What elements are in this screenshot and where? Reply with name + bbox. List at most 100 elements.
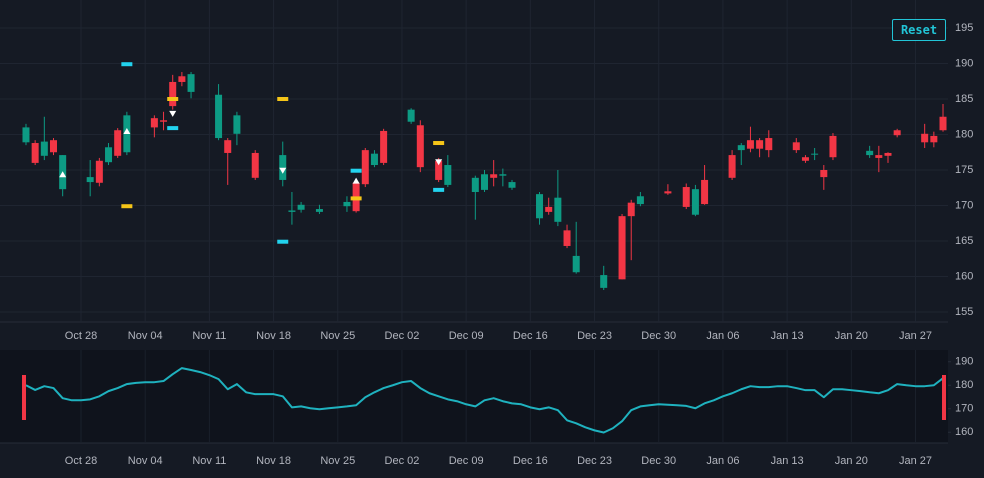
candle-body — [160, 120, 168, 122]
candle-body — [801, 157, 809, 161]
signal-marker — [123, 127, 131, 134]
x-tick-label: Nov 11 — [192, 455, 226, 467]
y-tick-label: 175 — [955, 164, 973, 176]
candle-body — [508, 182, 516, 188]
x-tick-label: Dec 02 — [385, 455, 420, 467]
candle-body — [939, 116, 947, 131]
candle-body — [737, 145, 745, 151]
x-tick-label: Dec 23 — [577, 455, 612, 467]
candle-body — [251, 152, 259, 178]
x-tick-label: Jan 20 — [835, 455, 868, 467]
candle-body — [884, 152, 892, 156]
level-marker — [433, 141, 445, 146]
signal-marker — [169, 110, 177, 117]
x-tick-label: Nov 25 — [320, 330, 355, 342]
candle-body — [288, 210, 296, 212]
x-tick-label: Dec 30 — [641, 455, 676, 467]
candle-body — [572, 255, 580, 273]
y-tick-label: 170 — [955, 403, 973, 415]
level-marker — [277, 97, 289, 101]
x-tick-label: Jan 20 — [835, 330, 868, 342]
candle-body — [490, 174, 498, 178]
candle-body — [380, 130, 388, 163]
candle-body — [416, 125, 424, 168]
navigator-line — [25, 367, 944, 434]
candle-body — [150, 118, 158, 128]
y-tick-label: 160 — [955, 270, 973, 282]
y-tick-label: 195 — [955, 22, 973, 34]
candle-body — [746, 140, 754, 149]
x-tick-label: Dec 02 — [385, 330, 420, 342]
candle-body — [169, 81, 177, 107]
candle-body — [536, 194, 544, 219]
y-tick-label: 155 — [955, 306, 973, 318]
x-tick-label: Nov 18 — [256, 330, 291, 342]
candle-body — [105, 147, 113, 163]
candle-body — [481, 174, 488, 190]
x-tick-label: Nov 04 — [128, 455, 163, 467]
candle-body — [114, 130, 122, 156]
candle-body — [728, 155, 736, 178]
candle-body — [701, 179, 709, 205]
candle-body — [343, 201, 351, 207]
x-tick-label: Nov 18 — [256, 455, 291, 467]
candle-body — [471, 177, 479, 193]
navigator-handle — [942, 375, 946, 420]
x-tick-label: Nov 25 — [320, 455, 355, 467]
candle-body — [545, 206, 553, 212]
y-tick-label: 160 — [955, 426, 973, 438]
candle-body — [407, 109, 415, 122]
x-tick-label: Oct 28 — [65, 455, 97, 467]
candle-body — [893, 130, 901, 136]
candle-body — [215, 94, 223, 139]
candle-body — [820, 170, 828, 178]
level-marker — [121, 62, 133, 67]
x-tick-label: Dec 23 — [577, 330, 612, 342]
candle-body — [563, 230, 571, 246]
candle-body — [664, 191, 672, 194]
x-tick-label: Jan 13 — [771, 455, 804, 467]
signal-marker — [352, 177, 360, 184]
candle-body — [829, 135, 837, 158]
x-tick-label: Nov 11 — [192, 330, 226, 342]
candle-body — [49, 140, 57, 153]
candle-body — [370, 153, 378, 166]
candle-body — [95, 160, 103, 183]
reset-button[interactable]: Reset — [892, 19, 946, 41]
candle-body — [86, 177, 94, 183]
candle-body — [361, 150, 369, 185]
candle-body — [315, 209, 323, 212]
y-tick-label: 185 — [955, 93, 973, 105]
x-tick-label: Dec 09 — [449, 455, 484, 467]
signal-marker — [59, 171, 67, 178]
level-marker — [350, 168, 362, 173]
candle-body — [31, 143, 39, 163]
candle-body — [600, 275, 608, 288]
x-tick-label: Jan 06 — [706, 455, 739, 467]
candle-body — [618, 216, 626, 280]
x-tick-label: Dec 09 — [449, 330, 484, 342]
candle-body — [756, 140, 764, 149]
y-tick-label: 165 — [955, 235, 973, 247]
level-marker — [167, 97, 179, 101]
y-tick-label: 180 — [955, 128, 973, 140]
level-marker — [121, 204, 133, 209]
candle-body — [636, 196, 644, 205]
y-tick-label: 180 — [955, 379, 973, 391]
x-tick-label: Jan 13 — [771, 330, 804, 342]
level-marker — [277, 239, 289, 244]
signal-marker — [279, 167, 287, 174]
candle-body — [40, 141, 48, 156]
candle-body — [691, 189, 699, 215]
x-tick-label: Oct 28 — [65, 330, 97, 342]
x-tick-label: Dec 16 — [513, 455, 548, 467]
x-tick-label: Jan 06 — [706, 330, 739, 342]
candle-body — [921, 133, 929, 143]
navigator-background — [0, 350, 948, 443]
candle-body — [875, 155, 883, 158]
y-tick-label: 170 — [955, 199, 973, 211]
y-tick-label: 190 — [955, 57, 973, 69]
candle-body — [444, 165, 452, 185]
candle-body — [178, 76, 186, 82]
candle-body — [224, 140, 232, 153]
